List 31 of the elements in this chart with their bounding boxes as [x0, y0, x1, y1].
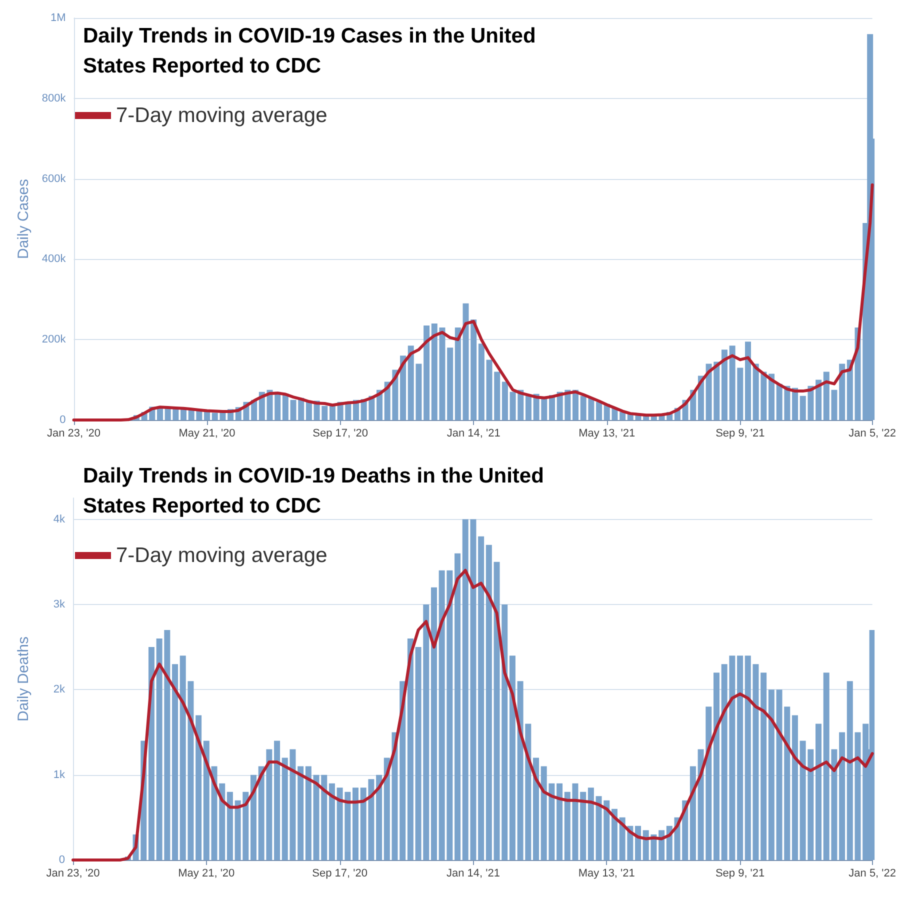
y-tick-label: 4k: [53, 513, 66, 526]
x-tick-label: May 13, '21: [578, 868, 635, 880]
x-tick-label: Sep 17, '20: [312, 868, 368, 880]
x-tick-label: May 13, '21: [578, 428, 636, 440]
y-tick-label: 800k: [42, 92, 66, 104]
x-tick-label: Jan 5, '22: [848, 428, 896, 440]
y-axis-title: Daily Cases: [15, 178, 32, 260]
y-tick-label: 200k: [42, 334, 66, 346]
y-tick-label: 0: [60, 414, 66, 426]
x-tick-label: May 21, '20: [178, 868, 235, 880]
x-tick-label: Sep 9, '21: [716, 428, 765, 440]
text: Daily Trends in COVID-19 Cases in the United States Reported to CDC: [83, 24, 542, 78]
legend-label: 7-Day moving average: [116, 104, 328, 127]
y-tick-label: 1k: [53, 768, 66, 781]
y-tick-label: 400k: [42, 253, 66, 266]
x-tick-label: Sep 17, '20: [312, 428, 368, 440]
y-tick-label: 3k: [53, 598, 66, 610]
x-tick-label: Sep 9, '21: [715, 868, 765, 880]
x-tick-label: Jan 5, '22: [848, 868, 896, 880]
x-tick-label: Jan 23, '20: [46, 868, 100, 880]
chart-title: Daily Trends in COVID-19 Deaths in the United States Reported to CDC: [83, 464, 550, 518]
x-tick-label: May 21, '20: [178, 428, 236, 440]
x-tick-label: Jan 14, '21: [446, 868, 500, 880]
x-tick-label: Jan 23, '20: [47, 428, 100, 440]
y-tick-label: 1M: [50, 12, 66, 24]
y-tick-label: 600k: [42, 172, 66, 185]
legend-label: 7-Day moving average: [116, 544, 328, 567]
y-tick-label: 0: [58, 854, 65, 866]
x-tick-label: Jan 14, '21: [446, 428, 500, 440]
y-axis-title: Daily Deaths: [15, 636, 32, 722]
y-tick-label: 2k: [53, 684, 66, 696]
